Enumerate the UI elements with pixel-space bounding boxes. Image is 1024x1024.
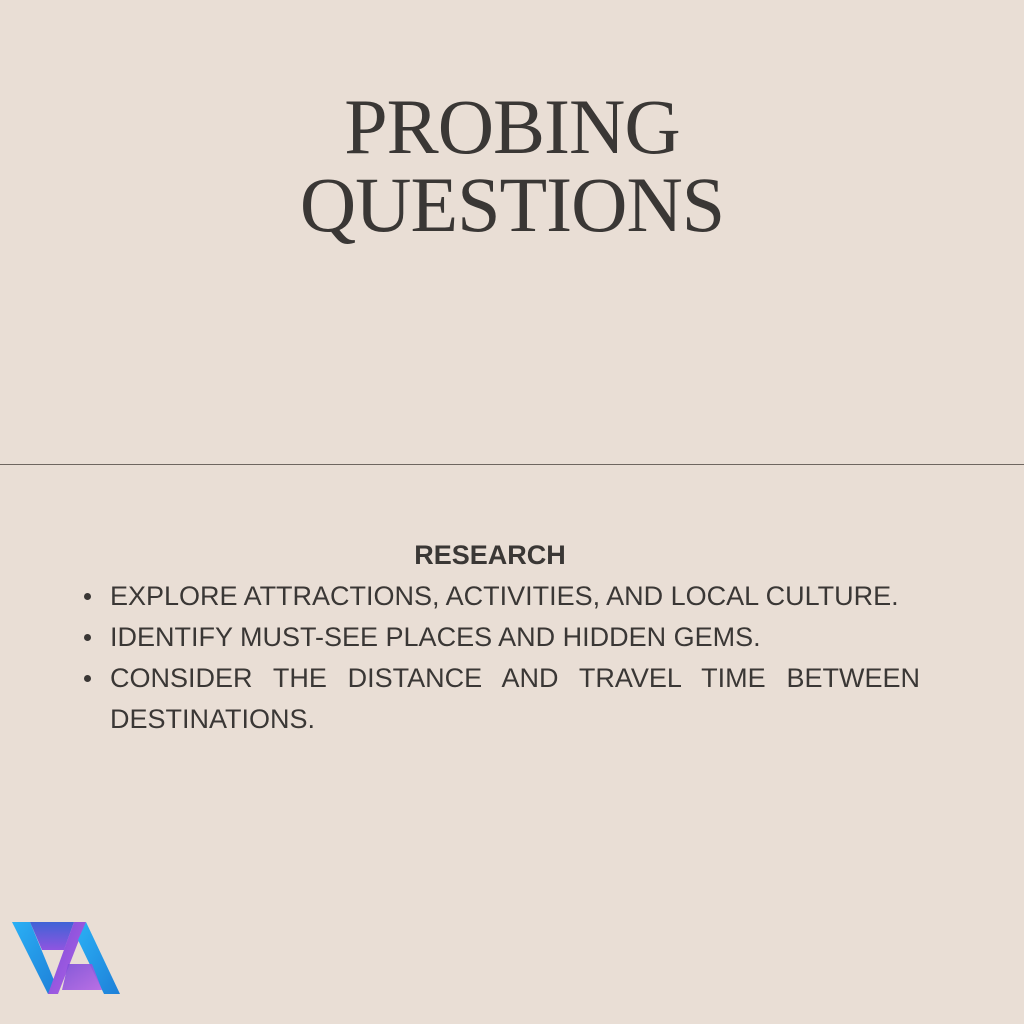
list-item-text: IDENTIFY MUST-SEE PLACES AND HIDDEN GEMS… [110,622,761,652]
list-item: IDENTIFY MUST-SEE PLACES AND HIDDEN GEMS… [84,617,920,658]
title-line-1: PROBING [344,83,680,170]
list-item-text: CONSIDER THE DISTANCE AND TRAVEL TIME BE… [110,663,920,734]
page-title: PROBING QUESTIONS [0,88,1024,244]
va-logo-icon [12,920,122,996]
section-divider [0,464,1024,465]
bullet-list: EXPLORE ATTRACTIONS, ACTIVITIES, AND LOC… [84,576,920,740]
list-item: EXPLORE ATTRACTIONS, ACTIVITIES, AND LOC… [84,576,920,617]
list-item: CONSIDER THE DISTANCE AND TRAVEL TIME BE… [84,658,920,740]
bullet-dot-icon [84,634,91,641]
bullet-dot-icon [84,593,91,600]
section-heading: RESEARCH [414,540,566,570]
title-line-2: QUESTIONS [299,161,725,248]
bullet-dot-icon [84,675,91,682]
list-item-text: EXPLORE ATTRACTIONS, ACTIVITIES, AND LOC… [110,581,899,611]
